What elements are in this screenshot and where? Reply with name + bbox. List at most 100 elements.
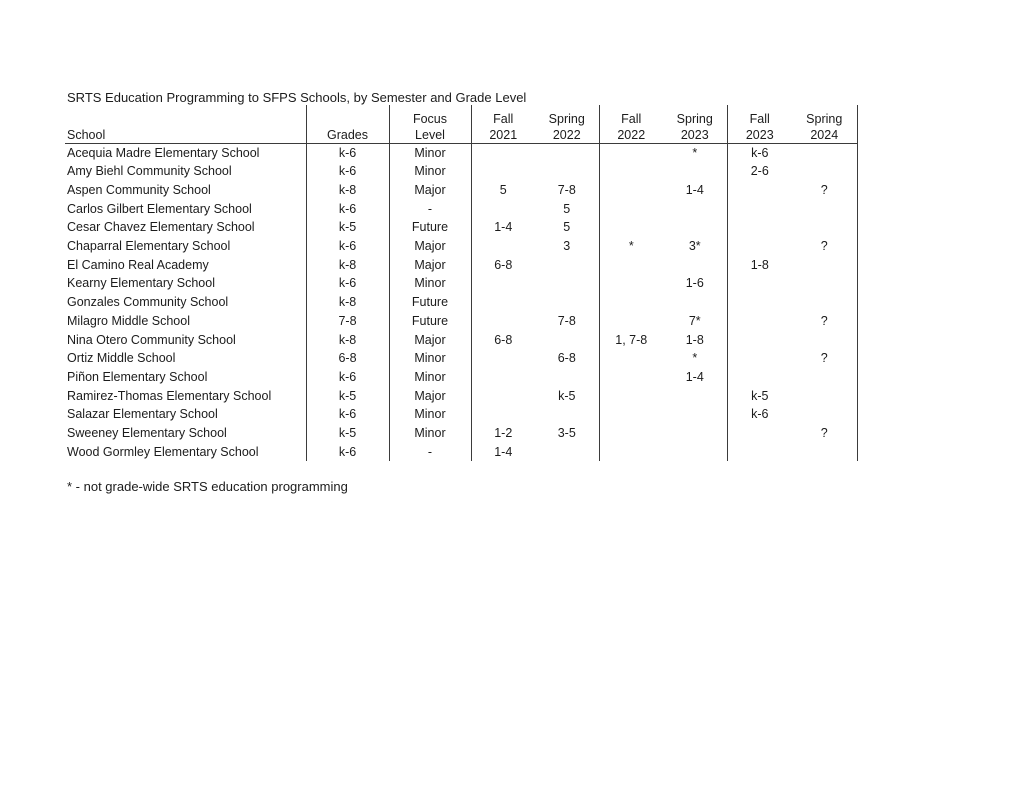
cell-s24 — [792, 293, 858, 312]
cell-school: Nina Otero Community School — [67, 332, 236, 347]
table-row: Ortiz Middle School 6-8 Minor 6-8 *? — [65, 349, 858, 368]
col-header-f23: Fall 2023 — [726, 105, 792, 144]
cell-school: Cesar Chavez Elementary School — [67, 220, 255, 235]
cell-school: Aspen Community School — [67, 182, 211, 197]
cell-f21 — [470, 199, 535, 219]
cell-s22 — [535, 274, 599, 293]
cell-s24: ? — [792, 237, 858, 256]
cell-f22 — [598, 386, 663, 406]
col-header-s24: Spring 2024 — [792, 105, 858, 144]
col-header-line1: Focus — [412, 111, 448, 126]
table-row: Sweeney Elementary School k-5 Minor 1-2 3-5? — [65, 424, 858, 443]
programming-table: School Grades Focus Level Fall 2021 Spring 2022… — [65, 105, 858, 462]
cell-school: Carlos Gilbert Elementary School — [67, 201, 252, 216]
cell-f21 — [470, 237, 535, 256]
cell-focus: Future — [388, 293, 471, 312]
cell-school: Wood Gormley Elementary School — [67, 444, 259, 459]
cell-s24 — [792, 218, 858, 238]
cell-school: Piñon Elementary School — [67, 369, 208, 384]
cell-s23: 1-4 — [685, 369, 704, 384]
cell-f23: k-6 — [726, 143, 792, 163]
cell-s24 — [792, 255, 858, 275]
cell-school: Chaparral Elementary School — [67, 239, 231, 254]
cell-f21 — [470, 274, 535, 294]
cell-s22 — [535, 405, 599, 424]
cell-s22: 7-8 — [557, 313, 576, 328]
cell-s23: 1-6 — [685, 276, 704, 291]
cell-grades: k-6 — [305, 237, 389, 256]
cell-s22: 3-5 — [557, 426, 576, 441]
cell-s23 — [663, 256, 727, 275]
document-title: SRTS Education Programming to SFPS Schoo… — [67, 90, 527, 105]
cell-grades: 7-8 — [305, 311, 389, 331]
cell-grades: k-6 — [305, 162, 389, 181]
cell-f23 — [726, 218, 792, 238]
cell-s23 — [663, 218, 727, 237]
col-header-focus: Focus Level — [388, 105, 471, 144]
col-header-line2: 2024 — [810, 127, 839, 142]
cell-s22 — [535, 256, 599, 275]
cell-f21: 5 — [470, 180, 535, 200]
table-row: Piñon Elementary School k-6 Minor 1-4 — [65, 367, 858, 387]
cell-f22: * — [598, 237, 663, 256]
cell-f22 — [598, 143, 663, 163]
cell-s22: 6-8 — [557, 351, 576, 366]
cell-s24 — [792, 405, 858, 425]
cell-s23: 3* — [688, 239, 701, 254]
cell-f23 — [726, 180, 792, 200]
cell-f22 — [598, 293, 663, 312]
cell-s22: 5 — [563, 201, 571, 216]
cell-s22: k-5 — [558, 388, 576, 403]
cell-s23: 7* — [688, 313, 701, 328]
cell-f23 — [726, 311, 792, 331]
cell-s23 — [663, 443, 727, 462]
cell-s23 — [663, 293, 727, 312]
cell-f22: 1, 7-8 — [598, 330, 663, 350]
cell-focus: Major — [388, 330, 471, 350]
cell-f22 — [598, 442, 663, 462]
table-body: Acequia Madre Elementary School k-6 Minor *… — [65, 143, 858, 462]
cell-grades: 6-8 — [305, 349, 389, 368]
cell-focus: Future — [388, 218, 471, 238]
cell-f23 — [726, 237, 792, 256]
cell-f23: k-6 — [726, 405, 792, 425]
cell-s24 — [792, 143, 858, 163]
cell-focus: Minor — [388, 367, 471, 387]
cell-f23 — [726, 330, 792, 350]
cell-focus: - — [388, 442, 471, 462]
table-row: Ramirez-Thomas Elementary School k-5 Major… — [65, 386, 858, 406]
cell-f23 — [726, 349, 792, 368]
cell-f22 — [598, 180, 663, 200]
cell-f22 — [598, 199, 663, 219]
table-row: El Camino Real Academy k-8 Major 6-8 1-8 — [65, 255, 858, 275]
cell-f23 — [726, 293, 792, 312]
col-header-line2: School — [67, 127, 106, 142]
table-row: Milagro Middle School 7-8 Future 7-8 7*? — [65, 311, 858, 331]
col-header-line1: Fall — [749, 111, 770, 126]
cell-s23: 1-4 — [685, 182, 704, 197]
col-header-school: School — [65, 105, 306, 144]
cell-f22 — [598, 367, 663, 387]
cell-s22 — [535, 143, 599, 162]
cell-grades: k-8 — [305, 180, 389, 200]
table-row: Nina Otero Community School k-8 Major 6-8 1,… — [65, 330, 858, 350]
table-header-row: School Grades Focus Level Fall 2021 Spring 2022… — [65, 105, 858, 144]
col-header-line2: 2021 — [489, 127, 518, 142]
cell-f21 — [470, 386, 535, 406]
cell-grades: k-6 — [305, 143, 389, 163]
cell-grades: k-6 — [305, 199, 389, 219]
col-header-line1: Fall — [493, 111, 514, 126]
cell-focus: Minor — [388, 349, 471, 368]
cell-s23 — [663, 162, 727, 181]
cell-s24: ? — [792, 424, 858, 443]
cell-f23 — [726, 424, 792, 443]
cell-focus: Minor — [388, 424, 471, 443]
cell-s24: ? — [792, 180, 858, 200]
cell-f22 — [598, 424, 663, 443]
cell-school: Ortiz Middle School — [67, 351, 176, 366]
cell-s23 — [663, 200, 727, 219]
cell-s22 — [535, 443, 599, 462]
cell-f21 — [470, 293, 535, 312]
cell-s23: * — [692, 351, 698, 366]
